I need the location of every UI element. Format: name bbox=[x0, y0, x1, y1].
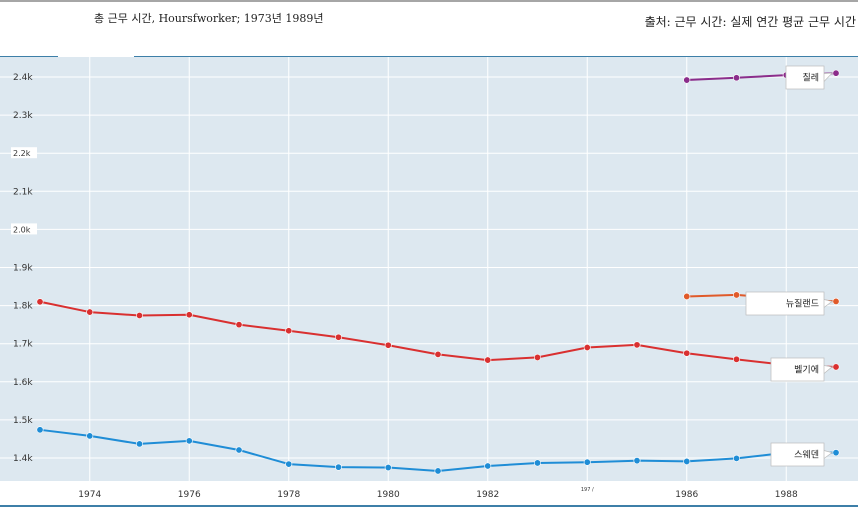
data-point[interactable] bbox=[583, 344, 591, 352]
y-tick-box bbox=[11, 147, 37, 159]
data-point[interactable] bbox=[334, 463, 342, 471]
series-label-box bbox=[785, 65, 825, 90]
data-point[interactable] bbox=[36, 298, 44, 306]
y-tick-label: 2.1k bbox=[13, 187, 33, 197]
data-point[interactable] bbox=[185, 311, 193, 319]
data-point[interactable] bbox=[732, 291, 740, 299]
data-point[interactable] bbox=[683, 457, 691, 465]
y-tick-label: 1.9k bbox=[13, 264, 33, 274]
data-point[interactable] bbox=[732, 454, 740, 462]
y-tick-label: 2.2k bbox=[13, 149, 31, 158]
data-point[interactable] bbox=[732, 355, 740, 363]
y-tick-label: 1.4k bbox=[13, 454, 33, 464]
data-point[interactable] bbox=[832, 363, 840, 371]
series-label-box bbox=[745, 291, 825, 316]
x-axis: 1974 1976 1978 1980 1982 197 / 1986 1988 bbox=[78, 487, 798, 500]
y-tick-label: 1.6k bbox=[13, 378, 33, 388]
y-tick-label: 1.8k bbox=[13, 302, 33, 312]
data-point[interactable] bbox=[185, 437, 193, 445]
data-point[interactable] bbox=[683, 76, 691, 84]
y-tick-label: 2.4k bbox=[13, 73, 33, 83]
y-tick-label: 1.7k bbox=[13, 340, 33, 350]
data-point[interactable] bbox=[86, 308, 94, 316]
data-point[interactable] bbox=[683, 292, 691, 300]
series-label: 칠레 bbox=[802, 73, 819, 84]
series-label: 뉴질랜드 bbox=[786, 298, 819, 310]
y-tick-box bbox=[11, 223, 37, 235]
data-point[interactable] bbox=[384, 341, 392, 349]
data-point[interactable] bbox=[136, 440, 144, 448]
y-tick-label: 1.5k bbox=[13, 416, 33, 426]
data-point[interactable] bbox=[484, 356, 492, 364]
bottom-divider bbox=[0, 505, 858, 507]
data-point[interactable] bbox=[235, 446, 243, 454]
data-point[interactable] bbox=[832, 297, 840, 305]
series-label-box bbox=[770, 442, 825, 467]
x-tick-label: 1974 bbox=[78, 490, 101, 500]
series-label-pointer bbox=[823, 450, 833, 459]
data-point[interactable] bbox=[36, 426, 44, 434]
data-point[interactable] bbox=[235, 321, 243, 329]
y-axis: 1.4k 1.5k 1.6k 1.7k 1.8k 1.9k 2.0k 2.1k 2.2k 2.3k… bbox=[11, 73, 37, 464]
data-point[interactable] bbox=[434, 350, 442, 358]
data-point[interactable] bbox=[86, 432, 94, 440]
header-divider bbox=[0, 56, 858, 57]
data-point[interactable] bbox=[732, 74, 740, 82]
data-point[interactable] bbox=[633, 457, 641, 465]
gridlines bbox=[0, 57, 858, 481]
x-tick-label: 1988 bbox=[775, 490, 798, 500]
y-tick-label: 2.3k bbox=[13, 111, 33, 121]
data-point[interactable] bbox=[285, 327, 293, 335]
chart-title: 총 근무 시간, Hoursfworker; 1973년 1989년 bbox=[94, 12, 324, 25]
x-tick-label: 1976 bbox=[178, 490, 201, 500]
series-label-pointer bbox=[823, 299, 833, 308]
data-point[interactable] bbox=[484, 462, 492, 470]
x-tick-label: 197 / bbox=[581, 487, 594, 493]
data-point[interactable] bbox=[583, 458, 591, 466]
x-tick-label: 1986 bbox=[675, 490, 698, 500]
data-point[interactable] bbox=[533, 353, 541, 361]
data-point[interactable] bbox=[384, 464, 392, 472]
data-point[interactable] bbox=[832, 449, 840, 457]
plot-area bbox=[0, 57, 858, 481]
x-tick-label: 1978 bbox=[277, 490, 300, 500]
series-label-pointer bbox=[823, 365, 833, 374]
data-point[interactable] bbox=[633, 341, 641, 349]
series-line bbox=[39, 428, 836, 472]
chart-header: 총 근무 시간, Hoursfworker; 1973년 1989년 출처: 근… bbox=[0, 2, 858, 56]
top-border bbox=[0, 0, 858, 2]
data-point[interactable] bbox=[334, 333, 342, 341]
y-tick-label: 2.0k bbox=[13, 225, 31, 234]
x-tick-label: 1982 bbox=[476, 490, 499, 500]
data-point[interactable] bbox=[136, 312, 144, 320]
series-lines bbox=[36, 69, 840, 475]
data-point[interactable] bbox=[832, 69, 840, 77]
series-label-box bbox=[770, 357, 825, 382]
data-point[interactable] bbox=[533, 459, 541, 467]
data-point[interactable] bbox=[683, 349, 691, 357]
series-label: 벨기에 bbox=[794, 365, 819, 376]
series-label-pointer bbox=[823, 72, 833, 82]
data-point[interactable] bbox=[434, 467, 442, 475]
x-axis-strip bbox=[0, 481, 858, 507]
chart-source: 출처: 근무 시간: 실제 연간 평균 근무 시간 bbox=[644, 15, 856, 29]
data-point[interactable] bbox=[285, 460, 293, 468]
series-label: 스웨덴 bbox=[794, 449, 819, 461]
x-tick-label: 1980 bbox=[377, 490, 400, 500]
